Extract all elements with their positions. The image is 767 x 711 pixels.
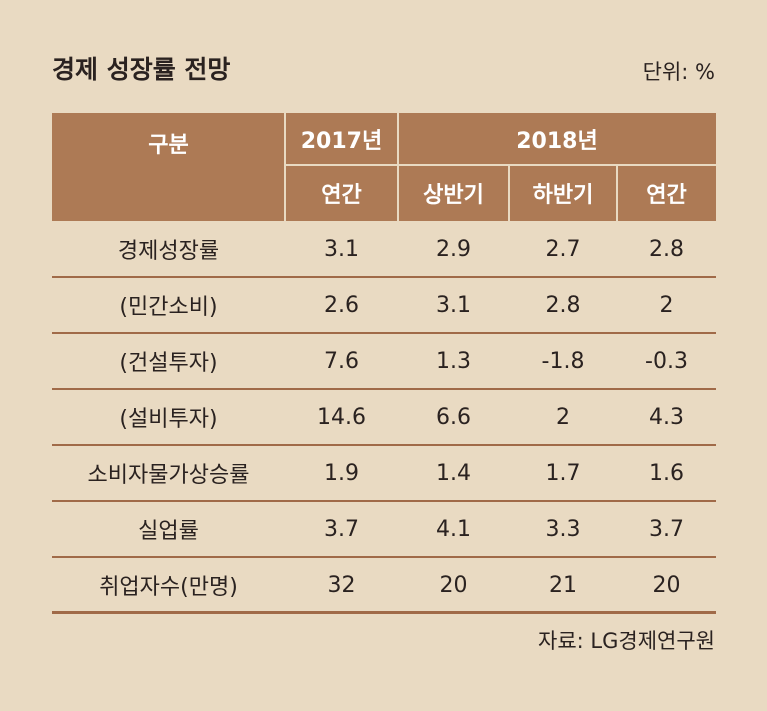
- value-cell: 3.1: [324, 236, 359, 262]
- row-rule: [52, 332, 716, 334]
- header-separator: [508, 165, 510, 221]
- value-cell: 14.6: [317, 404, 366, 430]
- header-cell: 2017년: [285, 113, 398, 165]
- value-cell: 3.7: [324, 516, 359, 542]
- value-cell: 1.3: [436, 348, 471, 374]
- value-cell: 1.9: [324, 460, 359, 486]
- title: 경제 성장률 전망: [52, 55, 231, 84]
- row-label: 소비자물가상승률: [87, 463, 250, 488]
- row-rule: [52, 556, 716, 558]
- value-cell: 32: [327, 572, 356, 598]
- value-cell: 3.3: [545, 516, 581, 542]
- value-cell: 2.9: [436, 236, 471, 262]
- row-label: 취업자수(만명): [99, 575, 238, 600]
- row-rule: [52, 276, 716, 278]
- row-rule: [52, 388, 716, 390]
- value-cell: 2: [556, 404, 570, 430]
- value-cell: 3.7: [649, 516, 684, 542]
- header-separator: [397, 113, 399, 221]
- row-label: (민간소비): [119, 295, 218, 320]
- header-separator: [284, 113, 286, 221]
- value-cell: 1.7: [545, 460, 581, 486]
- value-cell: 2.8: [649, 236, 684, 262]
- value-cell: 1.4: [436, 460, 471, 486]
- row-rule: [52, 500, 716, 502]
- value-cell: -1.8: [541, 348, 585, 374]
- value-cell: 2.6: [324, 292, 359, 318]
- row-rule: [52, 611, 716, 614]
- value-cell: 4.1: [436, 516, 471, 542]
- value-cell: 4.3: [649, 404, 684, 430]
- value-cell: 20: [652, 572, 681, 598]
- value-cell: 2: [659, 292, 674, 318]
- value-cell: 6.6: [436, 404, 471, 430]
- value-cell: 7.6: [324, 348, 359, 374]
- value-cell: 1.6: [649, 460, 684, 486]
- header-cell: 연간: [617, 165, 716, 221]
- value-cell: 3.1: [436, 292, 471, 318]
- unit: 단위: %: [642, 60, 715, 84]
- header-cell: 구분: [52, 113, 285, 221]
- row-label: 경제성장률: [117, 239, 220, 264]
- value-cell: 20: [439, 572, 468, 598]
- row-label: (설비투자): [119, 407, 218, 432]
- header-cell: 하반기: [509, 165, 617, 221]
- value-cell: -0.3: [645, 348, 688, 374]
- row-label: (건설투자): [119, 351, 218, 376]
- header-cell: 연간: [285, 165, 398, 221]
- header-separator: [616, 165, 618, 221]
- value-cell: 2.7: [545, 236, 581, 262]
- header-cell: 상반기: [398, 165, 509, 221]
- value-cell: 2.8: [545, 292, 581, 318]
- source: 자료: LG경제연구원: [538, 629, 715, 653]
- row-label: 실업률: [138, 519, 199, 544]
- header-cell: 2018년: [398, 113, 716, 165]
- header-separator: [285, 164, 716, 166]
- value-cell: 21: [549, 572, 577, 598]
- row-rule: [52, 444, 716, 446]
